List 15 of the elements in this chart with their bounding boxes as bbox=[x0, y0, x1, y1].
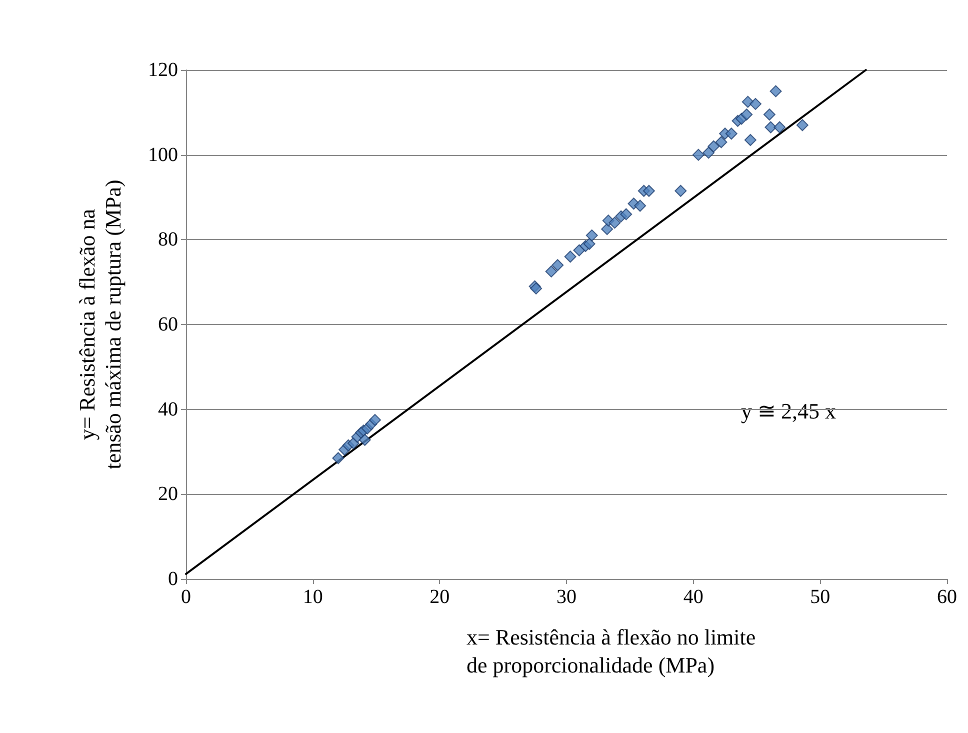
y-tick-label: 60 bbox=[158, 314, 178, 336]
x-axis-title: x= Resistência à flexão no limite de proporcionalidade (MPa) bbox=[466, 624, 756, 678]
x-tick-label: 50 bbox=[810, 586, 830, 608]
y-tick-label: 20 bbox=[158, 483, 178, 506]
x-tick-label: 10 bbox=[302, 586, 323, 608]
x-tick-label: 30 bbox=[556, 586, 576, 608]
x-tick-label: 40 bbox=[683, 586, 704, 608]
x-tick-label: 20 bbox=[430, 586, 450, 608]
y-tick-label: 100 bbox=[148, 144, 178, 166]
y-tick-label: 120 bbox=[148, 59, 178, 81]
y-axis-title: y= Resistência à flexão na tensão máxima de ruptura (MPa) bbox=[74, 180, 126, 470]
y-tick-label: 80 bbox=[158, 228, 178, 251]
y-tick-label: 0 bbox=[168, 568, 178, 590]
y-tick-label: 40 bbox=[158, 398, 178, 420]
x-tick-label: 60 bbox=[937, 586, 957, 608]
